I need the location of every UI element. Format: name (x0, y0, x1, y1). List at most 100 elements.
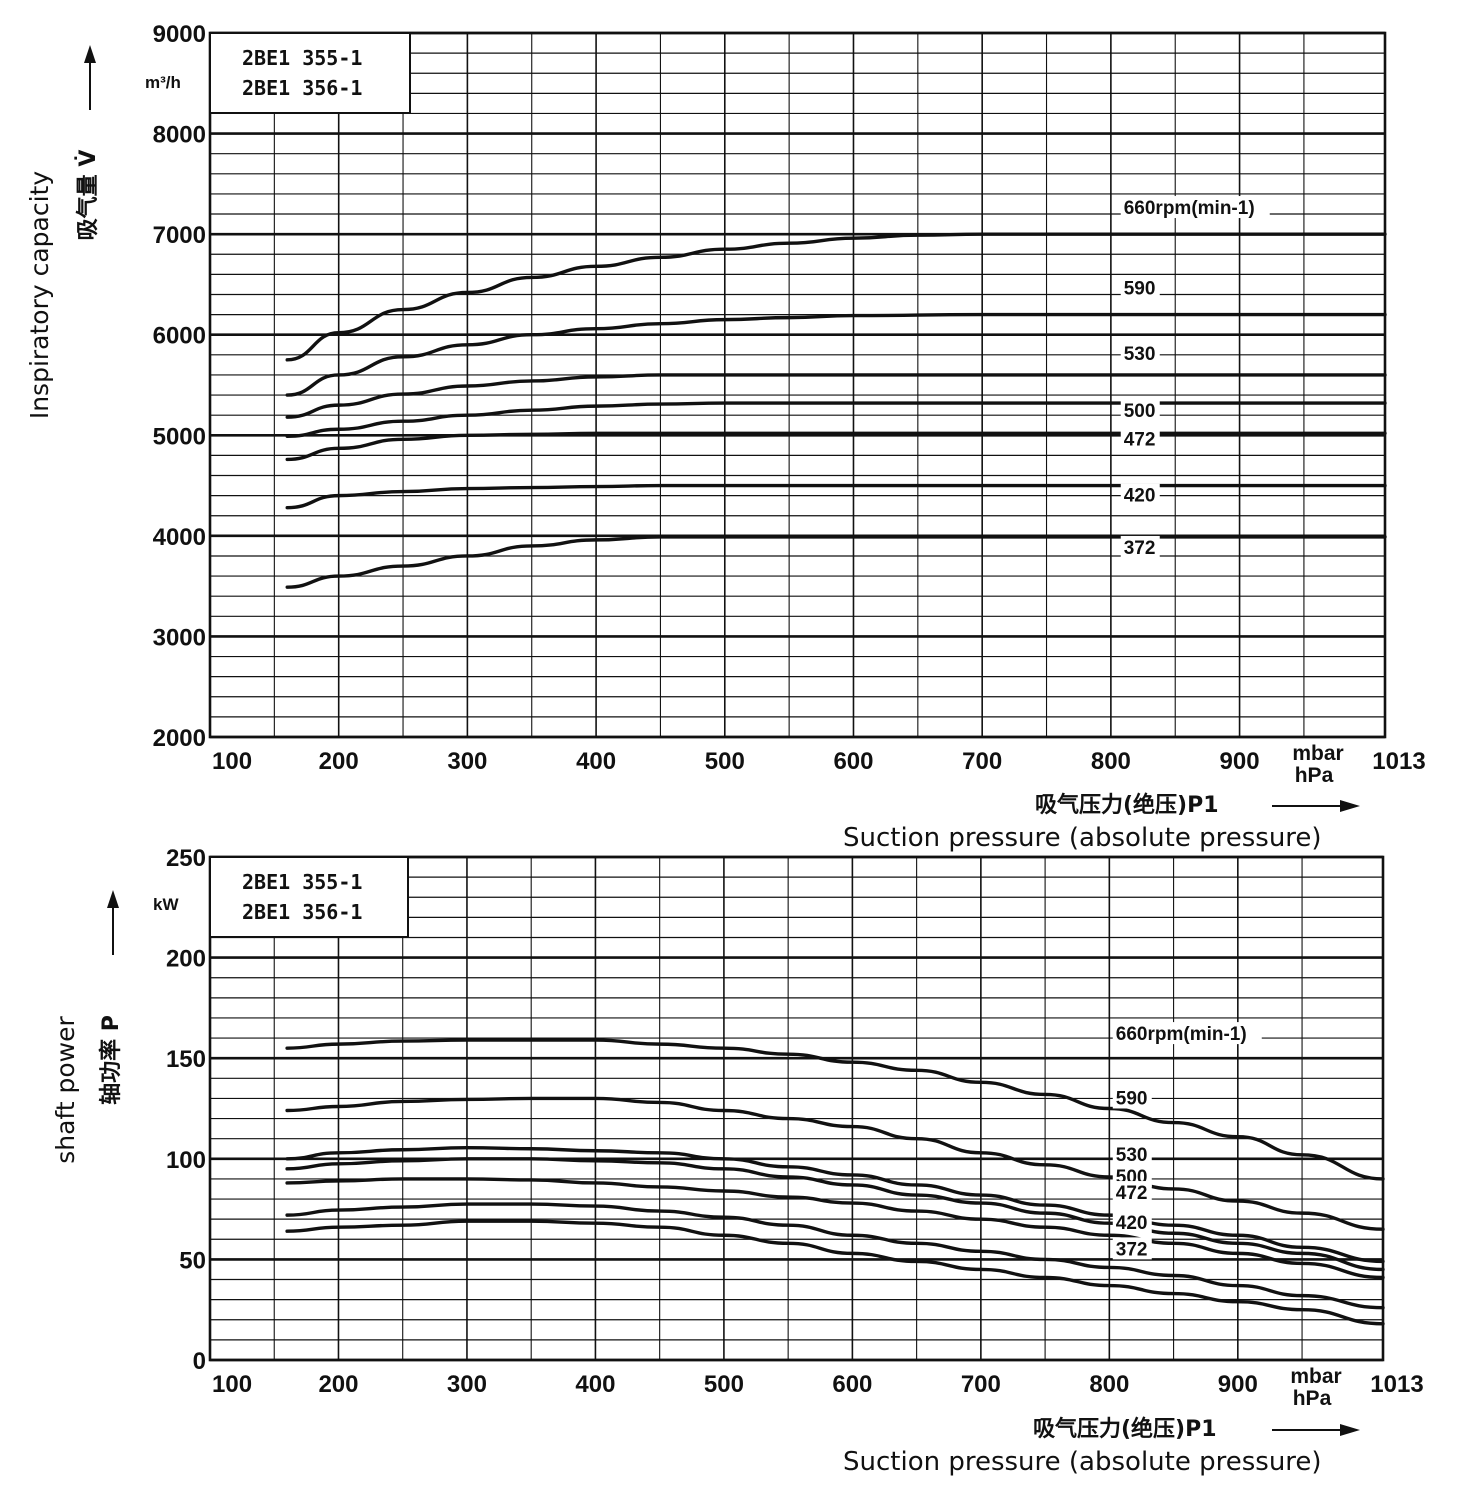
series-label-bg (1120, 427, 1160, 450)
series-label: 420 (1116, 1213, 1148, 1234)
series-line (285, 1202, 1385, 1310)
series-label: 472 (1116, 1183, 1148, 1204)
series-line (285, 1219, 1385, 1326)
y-axis-label-cn: 吸气量 V̇ (75, 150, 101, 241)
x-axis-label-cn: 吸气压力(绝压)P1 (1033, 1416, 1217, 1442)
series-label-bg (1112, 1211, 1152, 1234)
x-tick-label: 100 (212, 1371, 252, 1398)
series-label: 590 (1124, 278, 1156, 299)
x-axis-arrow-icon (1340, 1424, 1360, 1436)
y-axis-label-cn: 轴功率 P (98, 1015, 124, 1105)
series-label-bg (1112, 1181, 1152, 1204)
series-label-bg (1120, 535, 1160, 558)
series-label-bg (1112, 1086, 1152, 1109)
x-tick-label: 600 (832, 1371, 872, 1398)
y-tick-label: 9000 (153, 21, 206, 48)
panel-shaft-power: 2BE1 355-1 2BE1 356-1 0 50 100 150 200 250 100 20… (51, 845, 1424, 1477)
x-tick-label: 900 (1218, 1371, 1258, 1398)
series-label: 660rpm(min-1) (1116, 1024, 1247, 1045)
series-line (285, 1177, 1385, 1280)
series-label-bg (1120, 341, 1160, 364)
series-label: 500 (1124, 401, 1156, 422)
x-tick-label: 200 (319, 748, 359, 775)
x-unit-label: hPa (1295, 764, 1334, 787)
y-tick-label: 250 (166, 845, 206, 872)
y-axis-arrow-icon (84, 45, 96, 63)
series-label: 530 (1124, 344, 1156, 365)
x-unit-label: hPa (1293, 1387, 1332, 1410)
x-unit-label: mbar (1292, 742, 1343, 765)
x-tick-label: 800 (1091, 748, 1131, 775)
series-label-bg (1112, 1022, 1262, 1045)
series-label-bg (1120, 399, 1160, 422)
series-line (285, 1157, 1385, 1272)
x-tick-label: 700 (962, 748, 1002, 775)
x-tick-label: 800 (1089, 1371, 1129, 1398)
series-line (285, 1096, 1385, 1231)
x-tick-label: 400 (576, 748, 616, 775)
series-label: 372 (1124, 538, 1156, 559)
model-box-line: 2BE1 356-1 (242, 76, 362, 100)
y-tick-label: 50 (179, 1247, 206, 1274)
y-tick-label: 8000 (153, 122, 206, 149)
series-line (285, 401, 1387, 438)
x-tick-label: 300 (447, 748, 487, 775)
x-tick-label: 600 (833, 748, 873, 775)
series-line (285, 373, 1387, 419)
y-axis-arrow-icon (107, 890, 119, 908)
y-tick-label: 100 (166, 1147, 206, 1174)
y-tick-label: 5000 (153, 423, 206, 450)
series-label-bg (1120, 483, 1160, 506)
x-tick-label: 200 (318, 1371, 358, 1398)
series-label-bg (1120, 276, 1160, 299)
model-box (209, 32, 411, 114)
series-line (285, 431, 1387, 462)
series-line (285, 1146, 1385, 1264)
y-axis-label-en: Inspiratory capacity (25, 171, 54, 420)
series-label-bg (1112, 1237, 1152, 1260)
series-line (285, 535, 1387, 589)
series-label: 472 (1124, 429, 1156, 450)
x-tick-label: 500 (704, 1371, 744, 1398)
x-axis-label-en: Suction pressure (absolute pressure) (843, 823, 1322, 853)
y-tick-label: 7000 (153, 222, 206, 249)
series-label-bg (1120, 196, 1270, 219)
panel-inspiratory-capacity: 2BE1 355-1 2BE1 356-1 2000 3000 4000 5000 6000… (25, 21, 1426, 853)
y-tick-label: 6000 (153, 323, 206, 350)
y-tick-label: 0 (193, 1348, 206, 1375)
series-line (285, 312, 1387, 397)
y-unit-label: m³/h (145, 73, 181, 92)
x-tick-label: 700 (961, 1371, 1001, 1398)
series-line (285, 232, 1387, 362)
y-tick-label: 3000 (153, 624, 206, 651)
model-box-line: 2BE1 355-1 (242, 870, 362, 894)
series-label: 660rpm(min-1) (1124, 198, 1255, 219)
series-label: 590 (1116, 1088, 1148, 1109)
series-label: 420 (1124, 486, 1156, 507)
x-tick-label: 400 (575, 1371, 615, 1398)
model-box (209, 856, 409, 938)
x-tick-label: 300 (447, 1371, 487, 1398)
plot-frame (208, 855, 1385, 1362)
y-axis-label-en: shaft power (51, 1015, 80, 1163)
series-label: 372 (1116, 1239, 1148, 1260)
x-axis-label-cn: 吸气压力(绝压)P1 (1035, 792, 1219, 818)
x-tick-label: 1013 (1372, 748, 1425, 775)
x-tick-label: 100 (212, 748, 252, 775)
x-axis-arrow-icon (1340, 800, 1360, 812)
y-tick-label: 200 (166, 946, 206, 973)
y-tick-label: 2000 (153, 725, 206, 752)
plot-frame (208, 31, 1387, 739)
series-label-bg (1112, 1142, 1152, 1165)
series-line (285, 483, 1387, 510)
x-tick-label: 500 (705, 748, 745, 775)
series-label: 530 (1116, 1145, 1148, 1166)
y-unit-label: kW (153, 895, 179, 914)
x-axis-label-en: Suction pressure (absolute pressure) (843, 1447, 1322, 1477)
model-box-line: 2BE1 355-1 (242, 46, 362, 70)
x-tick-label: 900 (1220, 748, 1260, 775)
y-tick-label: 150 (166, 1046, 206, 1073)
series-line (285, 1038, 1385, 1181)
model-box-line: 2BE1 356-1 (242, 900, 362, 924)
